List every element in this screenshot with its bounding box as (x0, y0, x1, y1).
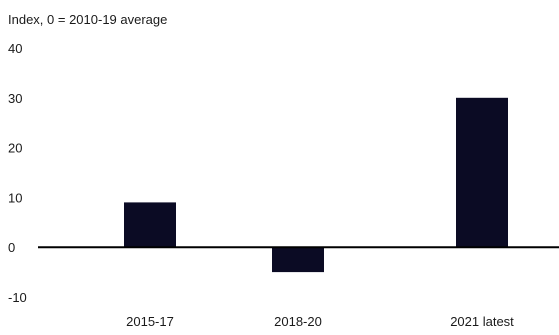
x-ticks: 2015-17 2018-20 2021 latest (126, 314, 514, 329)
y-tick-label: 20 (8, 141, 22, 156)
x-tick-label: 2021 latest (450, 314, 514, 329)
bars (124, 97, 508, 273)
bar-2021-latest (456, 97, 508, 248)
y-tick-label: 30 (8, 91, 22, 106)
y-tick-label: -10 (8, 290, 27, 305)
y-tick-label: 0 (8, 240, 15, 255)
y-tick-label: 40 (8, 41, 22, 56)
x-tick-label: 2015-17 (126, 314, 174, 329)
y-axis-label: Index, 0 = 2010-19 average (8, 12, 167, 27)
y-tick-label: 10 (8, 190, 22, 205)
bar-2018-20 (272, 247, 324, 273)
bar-2015-17 (124, 202, 176, 248)
y-ticks: -10 0 10 20 30 40 (8, 41, 27, 305)
x-tick-label: 2018-20 (274, 314, 322, 329)
